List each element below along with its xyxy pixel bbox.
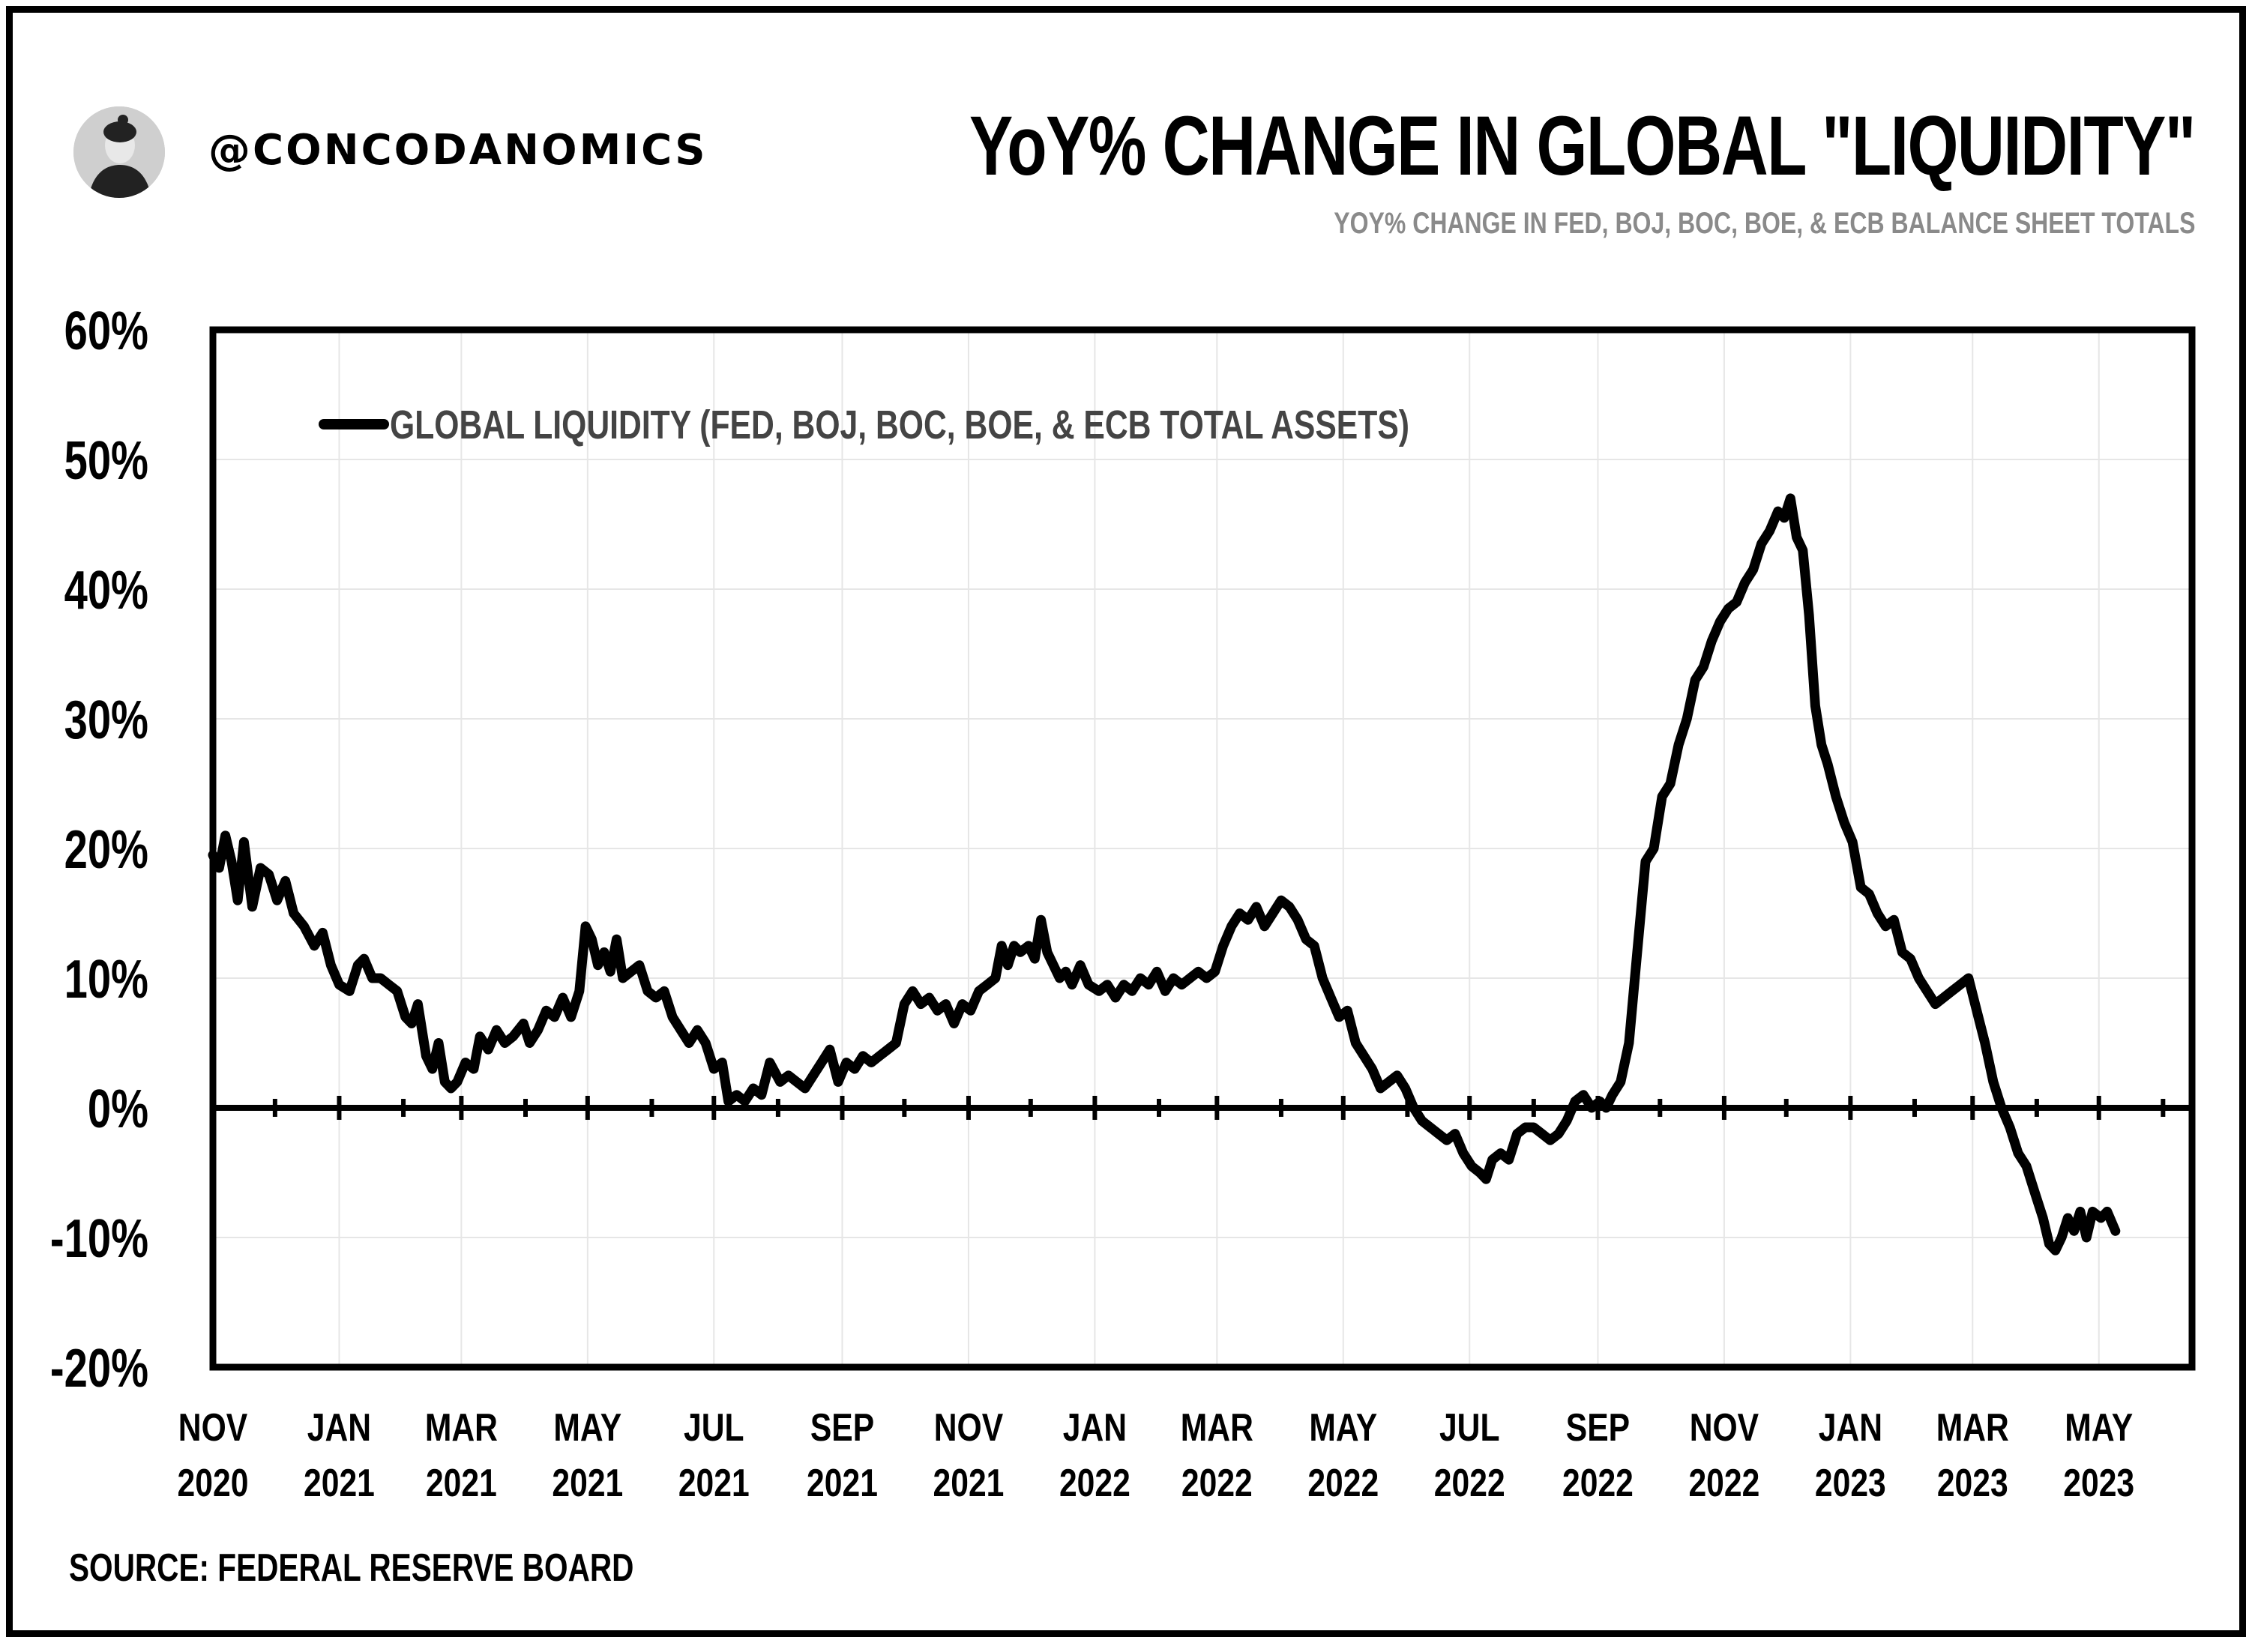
x-tick-label-month: NOV [934, 1406, 1004, 1450]
series-line-global-liquidity [208, 493, 2121, 1255]
axis-labels: -20% -10% 0% 10% 20% 30% 40% 50% 60% NOV 2020 JAN 20… [50, 301, 2134, 1505]
y-tick-label: 60% [64, 301, 148, 361]
y-tick-label: 30% [64, 690, 148, 750]
avatar-portrait-icon [73, 106, 165, 198]
x-tick-label-year: 2022 [1059, 1462, 1130, 1505]
x-tick-label-year: 2022 [1434, 1462, 1505, 1505]
x-tick-label-month: MAY [1309, 1406, 1377, 1450]
x-tick-label-year: 2023 [1815, 1462, 1886, 1505]
y-tick-label: 50% [64, 430, 148, 490]
x-tick-label-month: JAN [307, 1406, 371, 1450]
x-tick-label-year: 2022 [1181, 1462, 1253, 1505]
x-tick-label-year: 2021 [304, 1462, 375, 1505]
x-tick-label-month: NOV [178, 1406, 248, 1450]
x-tick-label-month: SEP [810, 1406, 874, 1450]
x-tick-label-year: 2022 [1688, 1462, 1759, 1505]
x-tick-label-year: 2023 [2063, 1462, 2134, 1505]
x-tick-label-year: 2021 [426, 1462, 497, 1505]
x-tick-label-month: JUL [684, 1406, 744, 1450]
y-tick-label: 40% [64, 560, 148, 620]
x-tick-label-year: 2021 [933, 1462, 1005, 1505]
series-layer [208, 493, 2121, 1255]
outer-frame [6, 6, 2246, 1637]
y-tick-label: 20% [64, 819, 148, 879]
x-tick-label-year: 2021 [807, 1462, 878, 1505]
x-tick-label-month: MAY [553, 1406, 621, 1450]
x-tick-label-month: MAR [1936, 1406, 2009, 1450]
source-note: SOURCE: FEDERAL RESERVE BOARD [69, 1546, 634, 1590]
chart-subtitle: YOY% CHANGE IN FED, BOJ, BOC, BOE, & ECB… [1333, 207, 2195, 240]
x-tick-label-month: JAN [1819, 1406, 1882, 1450]
x-tick-label-month: MAY [2065, 1406, 2133, 1450]
grid-layer [212, 329, 2192, 1368]
chart-title: YoY% CHANGE IN GLOBAL "LIQUIDITY" [969, 99, 2196, 193]
x-tick-label-year: 2022 [1562, 1462, 1634, 1505]
x-tick-label-year: 2020 [178, 1462, 249, 1505]
x-tick-label-year: 2023 [1937, 1462, 2008, 1505]
x-tick-label-month: JAN [1063, 1406, 1127, 1450]
x-tick-label-month: JUL [1439, 1406, 1500, 1450]
x-tick-label-month: MAR [425, 1406, 498, 1450]
y-tick-label: 10% [64, 949, 148, 1009]
x-tick-label-year: 2021 [678, 1462, 750, 1505]
plot-frame [209, 326, 2196, 1371]
y-tick-label: -20% [50, 1338, 148, 1398]
author-handle: @CONCODANOMICS [208, 126, 708, 175]
y-tick-label: 0% [88, 1079, 148, 1139]
legend-label: GLOBAL LIQUIDITY (FED, BOJ, BOC, BOE, & … [390, 403, 1409, 447]
x-tick-label-year: 2021 [552, 1462, 623, 1505]
x-tick-label-year: 2022 [1307, 1462, 1379, 1505]
x-tick-label-month: NOV [1690, 1406, 1759, 1450]
x-tick-label-month: SEP [1566, 1406, 1630, 1450]
x-tick-label-month: MAR [1181, 1406, 1253, 1450]
legend: GLOBAL LIQUIDITY (FED, BOJ, BOC, BOE, & … [319, 403, 1409, 447]
avatar [73, 106, 165, 198]
y-tick-label: -10% [50, 1208, 148, 1268]
